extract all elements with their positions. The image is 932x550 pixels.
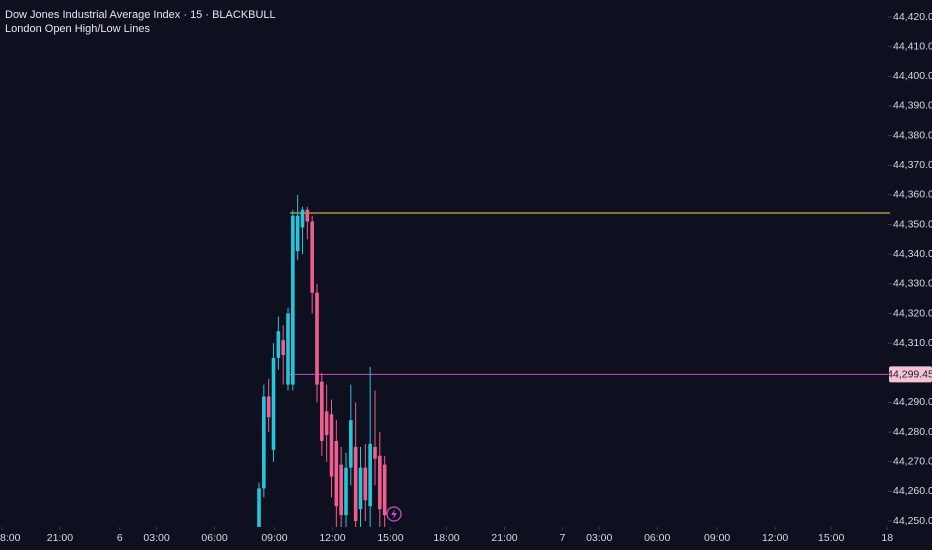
candle-body [339, 464, 343, 516]
candle-body [266, 396, 271, 418]
candle-body [382, 464, 387, 516]
y-tick-label: 44,420.00 [893, 11, 932, 23]
candle-body [363, 467, 368, 501]
candle-body [310, 221, 314, 293]
x-tick-label: 09:00 [261, 532, 287, 544]
y-tick-label: 44,360.00 [893, 189, 932, 201]
candle-body [300, 209, 305, 228]
y-tick-label: 44,400.00 [893, 70, 932, 82]
y-tick-label: 44,370.00 [893, 159, 932, 171]
y-tick-label: 44,280.00 [893, 426, 932, 438]
x-tick-label: 21:00 [491, 532, 517, 544]
y-tick-label: 44,260.00 [893, 485, 932, 497]
y-tick-label: 44,320.00 [893, 307, 932, 319]
y-tick-label: 44,250.00 [893, 515, 932, 527]
x-tick-label: 21:00 [47, 532, 73, 544]
x-tick-label: 06:00 [201, 532, 227, 544]
x-tick-label: 15:00 [377, 532, 403, 544]
y-tick-label: 44,270.00 [893, 455, 932, 467]
x-tick-label: 12:00 [762, 532, 788, 544]
candle-body [315, 292, 319, 385]
x-tick-label: 03:00 [586, 532, 612, 544]
x-tick-label: 6 [117, 532, 123, 544]
candle-body [334, 440, 339, 507]
candle-body [305, 209, 310, 222]
candle-body [320, 381, 324, 441]
y-tick-label: 44,350.00 [893, 218, 932, 230]
candle-body [349, 420, 353, 468]
y-tick-label: 44,330.00 [893, 278, 932, 290]
x-tick-label: 8:00 [0, 532, 21, 544]
candle-body [286, 313, 290, 385]
candle-body [373, 446, 377, 459]
x-tick-label: 18 [881, 532, 893, 544]
chart-title: Dow Jones Industrial Average Index · 15 … [5, 9, 276, 21]
x-tick-label: 12:00 [319, 532, 345, 544]
y-tick-label: 44,380.00 [893, 129, 932, 141]
candle-body [378, 455, 382, 510]
candle-body [295, 215, 300, 252]
x-tick-label: 15:00 [818, 532, 844, 544]
candle-body [358, 467, 363, 510]
price-label-box [889, 366, 932, 383]
y-tick-label: 44,310.00 [893, 337, 932, 349]
candle-body [324, 411, 329, 436]
candle-body [344, 467, 348, 516]
y-tick-label: 44,410.00 [893, 40, 932, 52]
x-tick-label: 06:00 [644, 532, 670, 544]
candle-body [368, 443, 372, 507]
y-tick-label: 44,390.00 [893, 100, 932, 112]
candle-body [329, 414, 334, 477]
x-tick-label: 18:00 [433, 532, 459, 544]
chart-subtitle: London Open High/Low Lines [5, 23, 150, 35]
candle-body [281, 340, 285, 355]
price-label: 44,299.45 [887, 369, 932, 381]
alert-icon[interactable] [386, 506, 402, 522]
candle-body [257, 488, 261, 527]
candle-body [271, 357, 276, 450]
plot-area [257, 194, 888, 527]
x-tick-label: 03:00 [143, 532, 169, 544]
y-tick-label: 44,290.00 [893, 396, 932, 408]
y-tick-label: 44,340.00 [893, 248, 932, 260]
candle-body [353, 446, 358, 521]
axes: 44,250.00 44,260.00 44,270.00 44,280.00 44,2… [0, 11, 932, 544]
candle-body [262, 396, 266, 489]
candle-body [276, 331, 281, 358]
x-tick-label: 7 [560, 532, 566, 544]
x-tick-label: 09:00 [704, 532, 730, 544]
candle-body [291, 215, 295, 385]
